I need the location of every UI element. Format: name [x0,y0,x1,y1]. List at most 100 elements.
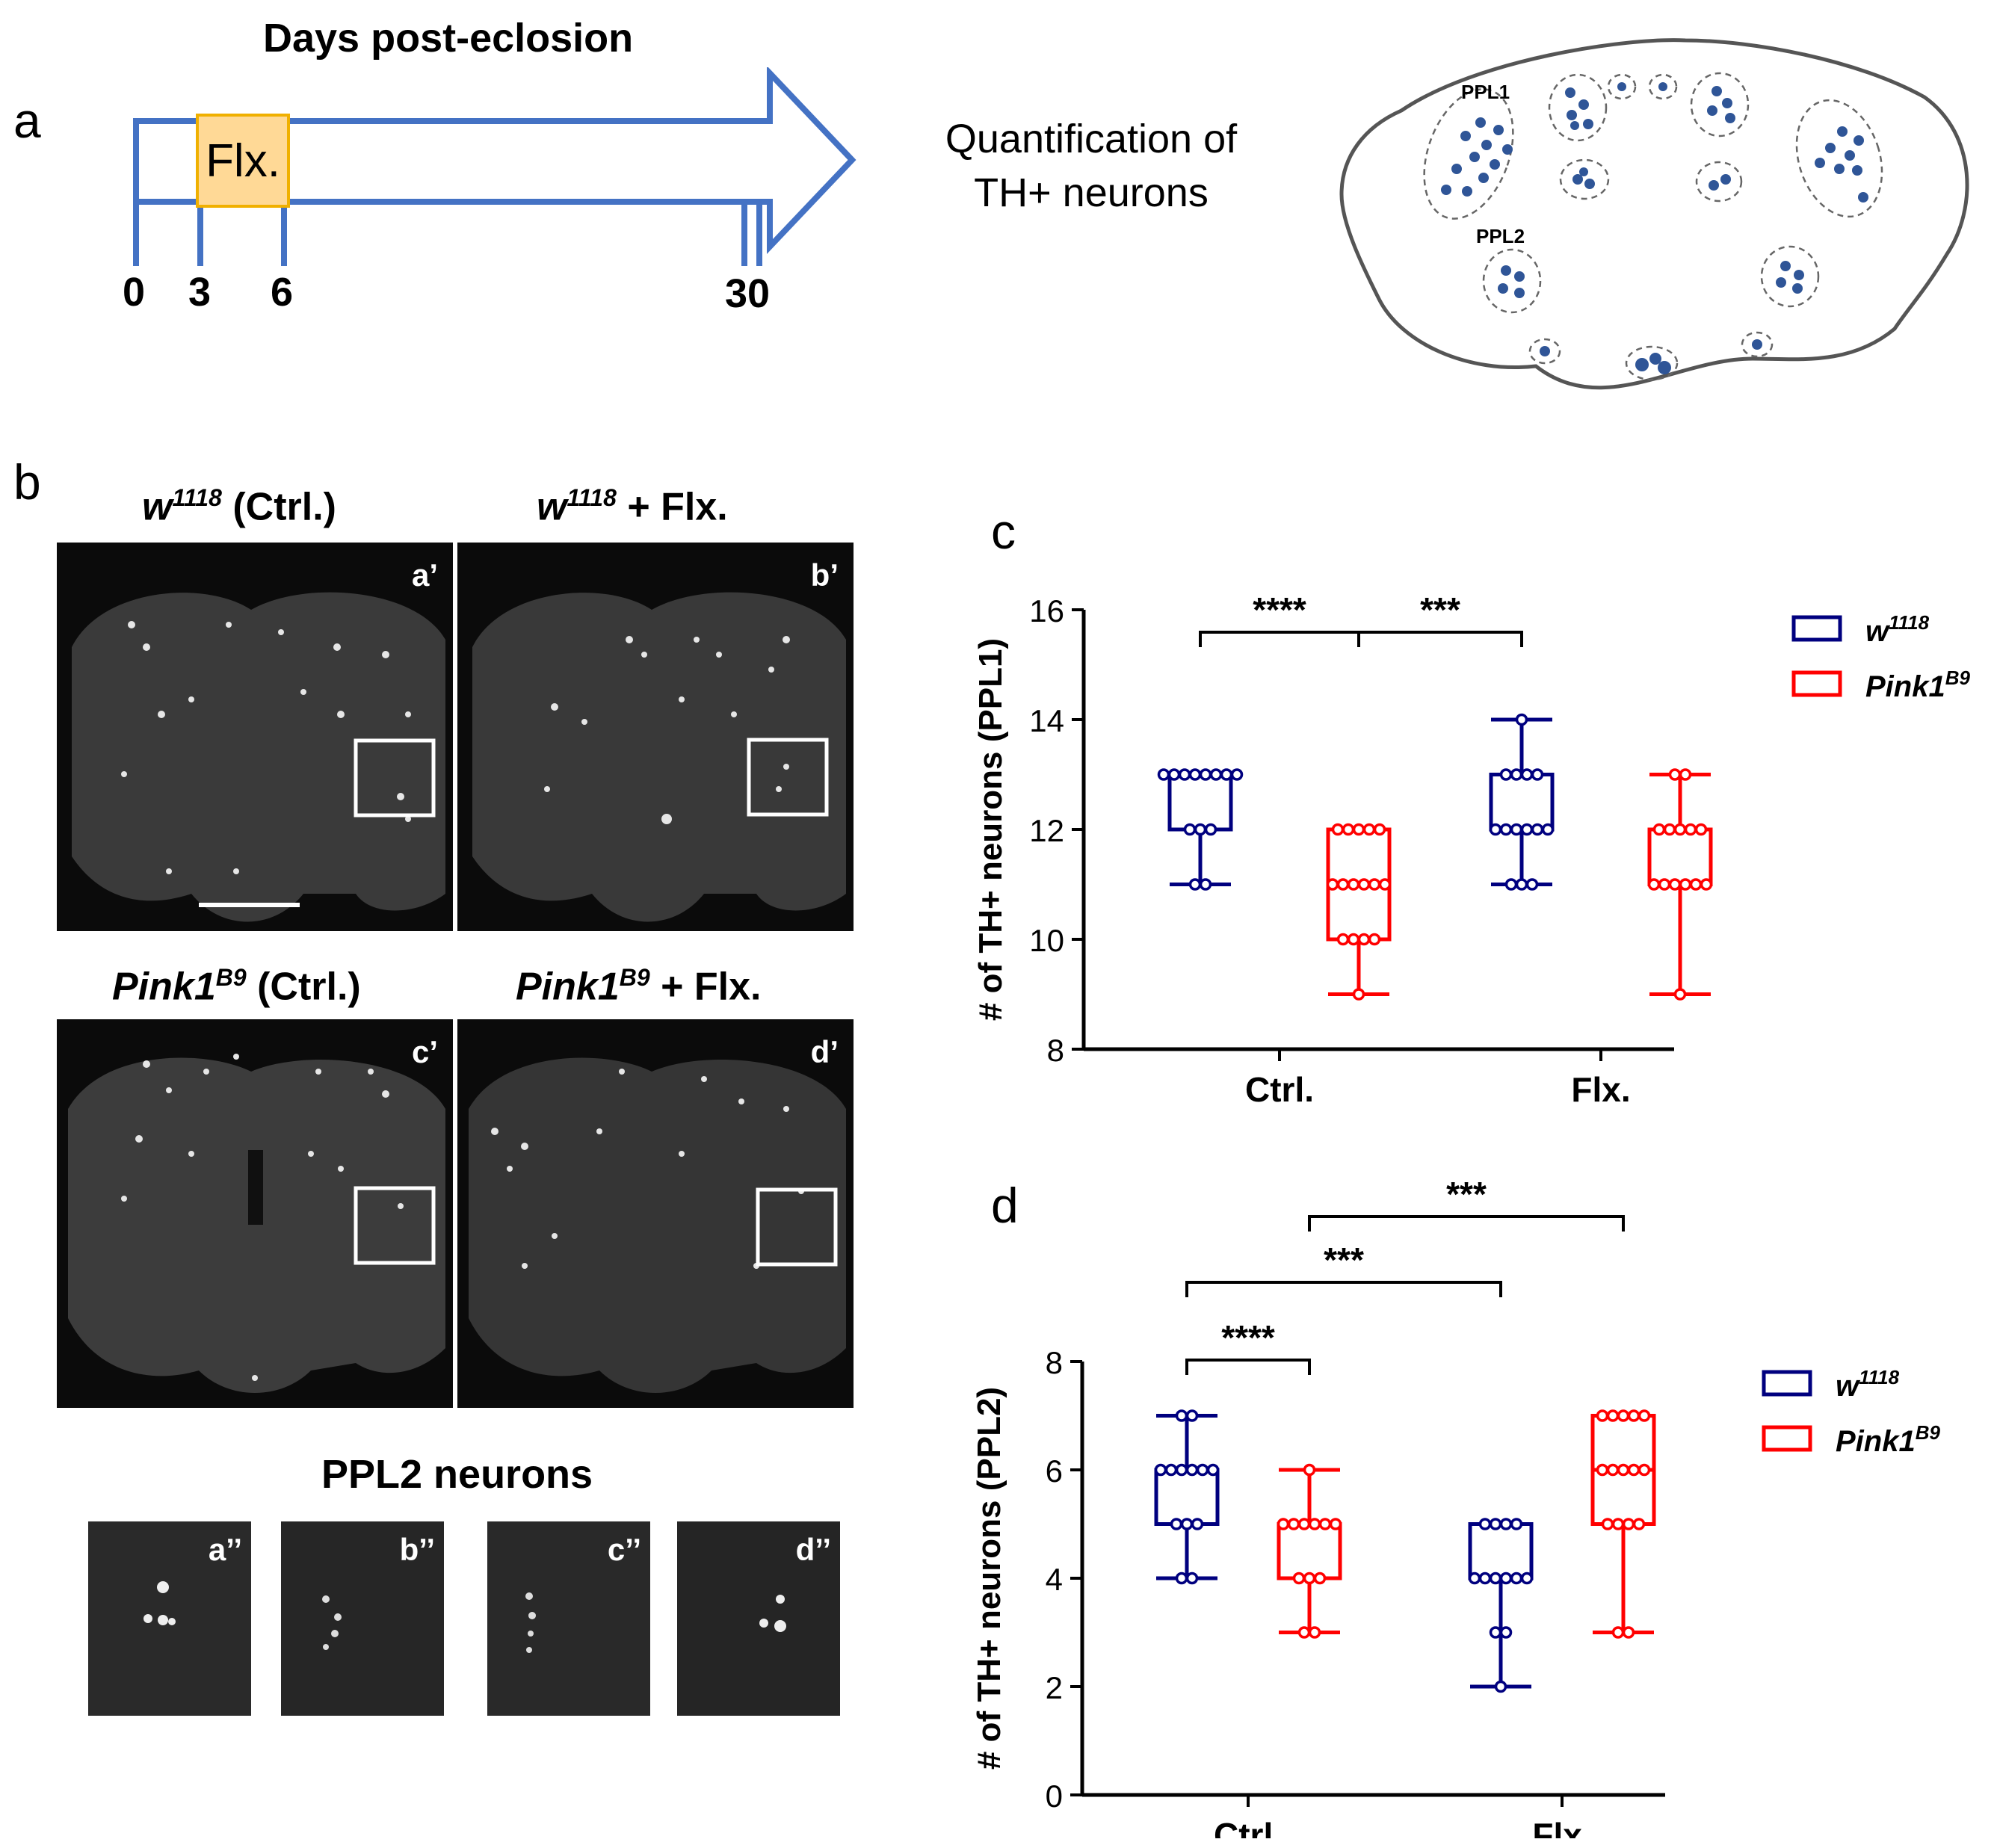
data-point [1308,1518,1321,1530]
y-tick-label: 4 [1046,1562,1063,1597]
bracket-line [1185,1359,1311,1375]
quantification-text: Quantification of TH+ neurons [945,117,1238,215]
data-point [1368,933,1381,946]
box-w1118-Flx [1489,713,1555,891]
data-point [1658,878,1671,891]
data-point [1347,878,1360,891]
data-point [1204,823,1217,836]
box-w1118-Ctrl [1154,1409,1220,1585]
y-axis-label: # of TH+ neurons (PPL2) [972,1387,1007,1770]
data-point [1494,1680,1507,1693]
data-point [1611,1626,1625,1639]
panel-b-label: b [13,454,41,510]
panel-a-label: a [13,93,41,148]
data-point [1652,823,1666,836]
box-w1118-Ctrl [1157,768,1244,891]
box-Pink1B9-Ctrl [1277,1463,1342,1639]
significance-label: **** [1221,1318,1275,1357]
ppl2-neurons-title: PPL2 neurons [321,1452,593,1497]
data-point [1175,1572,1188,1585]
data-point [1489,1518,1502,1530]
data-point [1318,1518,1332,1530]
pane-tag-c: c’ [411,1034,438,1069]
x-tick-label: Flx. [1571,1070,1630,1109]
flx-treatment-label: Flx. [206,135,280,187]
data-point [1167,768,1181,781]
pane-tag-b: b’ [810,557,839,593]
data-point [1157,768,1170,781]
data-point [1368,878,1381,891]
data-point [1292,1572,1306,1585]
data-point [1183,823,1197,836]
data-point [1357,933,1371,946]
significance-bracket: **** [1199,590,1360,647]
data-point [1489,823,1502,836]
data-point [1178,768,1191,781]
data-point [1510,1518,1523,1530]
data-point [1520,1572,1534,1585]
data-point [1357,878,1371,891]
legend-swatch [1762,1425,1812,1452]
brain-schematic: PPL1 PPL2 [1339,38,1969,390]
data-point [1520,823,1534,836]
box-iqr [1154,1468,1220,1526]
significance-bracket: *** [1308,1175,1625,1232]
box-iqr [1647,827,1713,886]
data-point [1601,1518,1614,1530]
data-point [1627,1409,1640,1422]
inset-tag-c: c’’ [607,1532,641,1567]
bracket-line [1357,631,1523,647]
data-point [1684,823,1697,836]
box-Pink1B9-Ctrl [1326,823,1392,1001]
box-iqr [1167,773,1233,832]
box-iqr [1277,1522,1342,1580]
data-point [1220,768,1233,781]
tick-30: 30 [725,271,771,316]
data-point [1679,878,1692,891]
data-point [1331,823,1345,836]
bracket-line [1199,631,1360,647]
inset-c-image [487,1521,650,1716]
y-tick-label: 10 [1029,923,1064,958]
data-point [1638,1463,1651,1477]
bracket-line [1308,1215,1625,1232]
data-point [1185,1463,1199,1477]
data-point [1515,713,1528,726]
data-point [1180,1518,1194,1530]
y-tick-label: 8 [1047,1033,1064,1068]
data-point [1499,823,1513,836]
data-point [1515,878,1528,891]
data-point [1679,768,1692,781]
pane-tag-d: d’ [810,1034,839,1069]
micrograph-a-image [72,592,445,922]
data-point [1499,1626,1513,1639]
chart-d: 0 2 4 6 8 Ctrl. Flx. # of TH+ neurons (PPL2) ***… [972,1175,1940,1838]
data-point [1606,1409,1620,1422]
data-point [1199,878,1212,891]
data-point [1164,1463,1178,1477]
data-point [1206,1463,1220,1477]
x-tick-label: Ctrl. [1214,1816,1283,1838]
tick-0: 0 [123,270,146,315]
data-point [1668,878,1682,891]
box-Pink1B9-Flx [1647,768,1713,1001]
panel-c-label: c [991,504,1016,559]
data-point [1638,1409,1651,1422]
data-point [1617,1409,1630,1422]
title-w1118-ctrl: w1118 (Ctrl.) [142,484,336,529]
legend-label: w1118 [1865,611,1930,648]
micrograph-d: d’ [457,1019,854,1408]
data-point [1663,823,1676,836]
data-point [1297,1626,1311,1639]
data-point [1531,768,1544,781]
data-point [1329,1518,1342,1530]
data-point [1185,1409,1199,1422]
data-point [1277,1518,1290,1530]
chart-c: 8 10 12 14 16 Ctrl. Flx. # of TH+ neurons (PPL1… [972,590,1970,1109]
data-point [1531,823,1544,836]
box-iqr [1468,1522,1534,1580]
data-point [1209,768,1223,781]
data-point [1175,1409,1188,1422]
micrograph-b: b’ [457,543,854,931]
data-point [1622,1626,1635,1639]
